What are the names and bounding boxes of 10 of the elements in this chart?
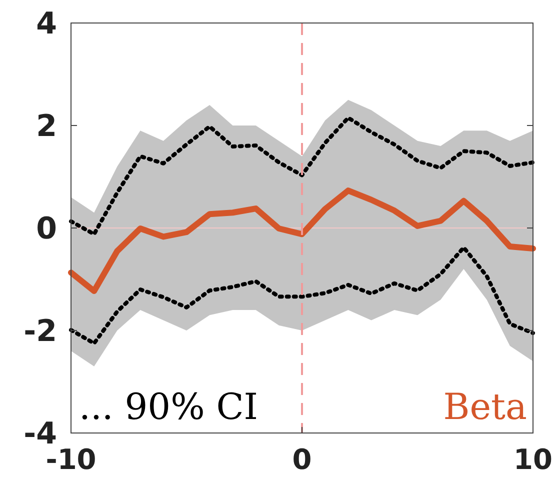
y-tick-label: 0 <box>36 212 57 246</box>
line-series <box>69 245 535 346</box>
x-tick-label: 0 <box>292 443 312 476</box>
line-series <box>69 116 535 236</box>
x-tick-label: 10 <box>514 443 552 476</box>
annotation: ... 90% CI <box>79 387 258 428</box>
y-tick-label: -2 <box>24 314 57 349</box>
y-tick-label: 2 <box>36 109 57 144</box>
text: Beta <box>443 387 527 428</box>
y-tick-label: 4 <box>36 6 57 42</box>
